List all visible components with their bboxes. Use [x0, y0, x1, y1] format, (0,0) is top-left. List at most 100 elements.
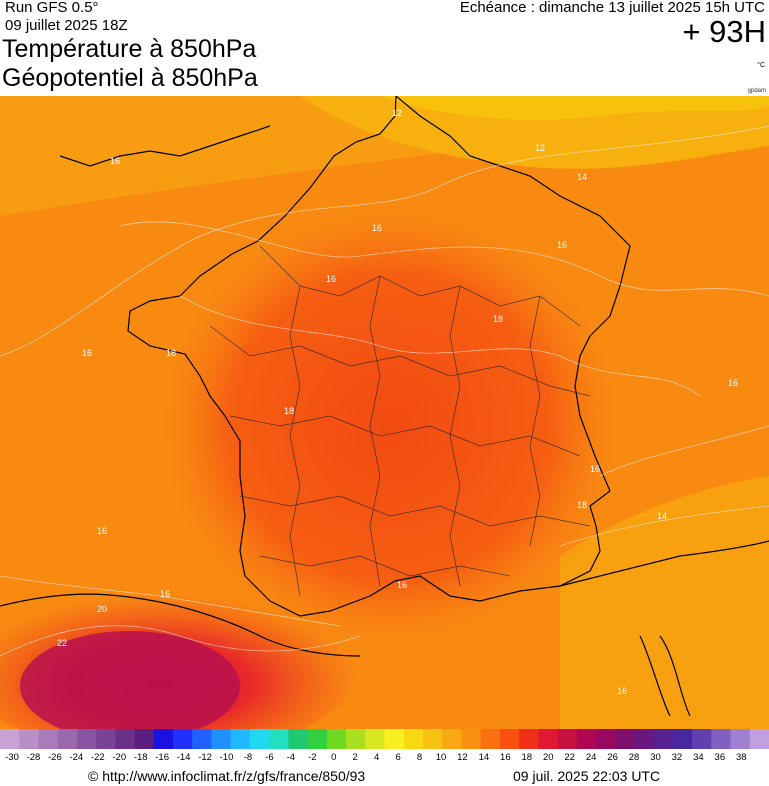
scale-swatch	[672, 729, 693, 749]
scale-tick-label: 26	[607, 752, 618, 763]
scale-tick-label: -10	[219, 752, 234, 763]
scale-swatch	[115, 729, 136, 749]
contour-label: 20	[97, 604, 107, 614]
credit-label: gpdam	[747, 88, 766, 94]
scale-swatch	[692, 729, 712, 749]
scale-swatch	[230, 729, 251, 749]
cool-band-southeast	[560, 476, 769, 729]
department-borders	[209, 245, 591, 597]
scale-tick-label: -20	[112, 752, 127, 763]
scale-swatch	[730, 729, 751, 749]
contour-label: 16	[617, 686, 627, 696]
scale-swatch	[595, 729, 616, 749]
scale-tick-label: 4	[373, 752, 380, 763]
contour-label: 16	[82, 348, 92, 358]
scale-swatch	[461, 729, 482, 749]
cool-band-northeast	[380, 96, 769, 120]
scale-tick-label: 16	[500, 752, 511, 763]
forecast-valid-time: Echéance : dimanche 13 juillet 2025 15h …	[459, 0, 765, 16]
scale-swatch	[634, 729, 655, 749]
contour-label: 16	[372, 223, 382, 233]
scale-tick-label: -16	[155, 752, 169, 763]
scale-swatch	[0, 729, 20, 749]
scale-tick-label: 34	[693, 752, 704, 763]
contour-label: 16	[97, 526, 107, 536]
scale-swatch	[346, 729, 366, 749]
generation-timestamp: 09 juil. 2025 22:03 UTC	[513, 768, 661, 784]
forecast-horizon: + 93H	[682, 14, 766, 49]
scale-swatch	[442, 729, 462, 749]
contour-label: 16	[326, 274, 336, 284]
scale-swatch	[211, 729, 232, 749]
scale-tick-label: -24	[69, 752, 84, 763]
scale-swatch	[384, 729, 405, 749]
hot-core-spain-inner	[20, 631, 240, 729]
scale-swatch	[249, 729, 270, 749]
contour-label: 18	[577, 500, 587, 510]
scale-tick-label: 38	[736, 752, 747, 763]
color-scale-labels: -30 -28 -26 -24 -22 -20 -18 -16 -14 -12 -10 -8 -6 -4-…	[0, 752, 769, 766]
temperature-map: 12 12 14 16 16 16 16 18 18 18 16 18 16 1…	[0, 96, 769, 729]
contour-label: 16	[728, 378, 738, 388]
scale-swatch	[288, 729, 309, 749]
scale-swatch	[19, 729, 39, 749]
color-scale-bar	[0, 729, 769, 749]
france-coastline	[0, 96, 769, 717]
scale-swatch	[326, 729, 347, 749]
scale-swatch	[365, 729, 386, 749]
scale-tick-label: -12	[198, 752, 212, 763]
scale-tick-label: -18	[133, 752, 148, 763]
scale-swatch	[76, 729, 97, 749]
scale-tick-label: -8	[243, 752, 253, 763]
scale-tick-label: 22	[564, 752, 575, 763]
run-label: Run GFS 0.5°	[5, 0, 99, 16]
scale-swatch	[615, 729, 635, 749]
scale-swatch	[519, 729, 539, 749]
map-title-geopotential: Géopotentiel à 850hPa	[2, 64, 258, 92]
contour-label: 16	[590, 464, 600, 474]
scale-tick-label: -28	[26, 752, 41, 763]
unit-label: °C	[757, 62, 765, 69]
map-title-temperature: Température à 850hPa	[2, 35, 257, 63]
scale-swatch	[538, 729, 559, 749]
contour-label: 18	[284, 406, 294, 416]
scale-swatch	[403, 729, 424, 749]
scale-tick-label: 18	[521, 752, 533, 763]
scale-tick-label: 32	[671, 752, 683, 763]
contour-label: 16	[557, 240, 567, 250]
scale-swatch	[499, 729, 520, 749]
scale-swatch	[153, 729, 174, 749]
scale-tick-label: 10	[435, 752, 447, 763]
scale-tick-label: -2	[308, 752, 317, 763]
scale-swatch	[557, 729, 578, 749]
scale-tick-label: 20	[542, 752, 554, 763]
contour-label: 18	[166, 348, 176, 358]
scale-tick-label: 28	[628, 752, 640, 763]
contour-label: 14	[577, 172, 587, 182]
scale-tick-label: -30	[5, 752, 19, 763]
scale-swatch	[192, 729, 212, 749]
scale-swatch	[711, 729, 732, 749]
contour-label: 16	[160, 589, 170, 599]
isotherm-contours	[0, 125, 769, 657]
scale-swatch	[480, 729, 501, 749]
scale-swatch	[576, 729, 597, 749]
scale-tick-label: 36	[714, 752, 726, 763]
scale-swatch	[653, 729, 674, 749]
scale-swatch	[422, 729, 443, 749]
scale-tick-label: 24	[585, 752, 597, 763]
scale-swatch	[57, 729, 78, 749]
source-url: © http://www.infoclimat.fr/z/gfs/france/…	[88, 768, 366, 784]
contour-label: 16	[397, 580, 407, 590]
contour-label: 12	[392, 108, 402, 118]
scale-swatch	[38, 729, 59, 749]
contour-label: 22	[57, 638, 67, 648]
scale-tick-label: -6	[265, 752, 274, 763]
run-date: 09 juillet 2025 18Z	[5, 17, 128, 34]
scale-tick-label: -4	[286, 752, 296, 763]
contour-label: 12	[535, 143, 545, 153]
scale-tick-label: 2	[352, 752, 358, 763]
scale-swatch	[173, 729, 193, 749]
scale-tick-label: -26	[48, 752, 62, 763]
scale-swatch	[96, 729, 116, 749]
